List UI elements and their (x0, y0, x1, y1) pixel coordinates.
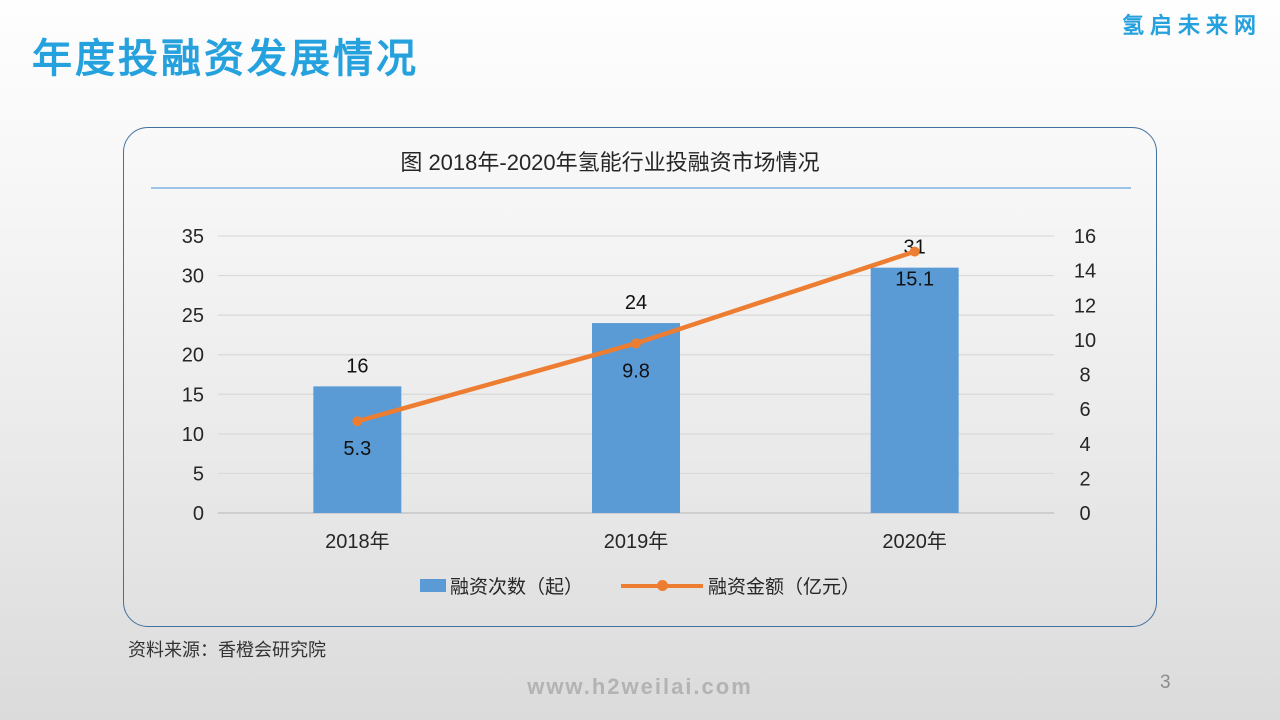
left-axis-tick: 30 (182, 266, 204, 288)
right-axis-tick: 16 (1074, 226, 1096, 248)
right-axis-tick: 0 (1079, 503, 1090, 525)
title-separator (151, 187, 1131, 189)
chart-legend: 融资次数（起） 融资金额（亿元） (124, 572, 1156, 599)
line-series-swatch-icon (621, 579, 703, 591)
site-logo: 氢启未来网 (1121, 13, 1262, 38)
line-marker (631, 338, 641, 349)
right-axis-tick: 12 (1074, 295, 1096, 317)
legend-item-bar-series: 融资次数（起） (419, 572, 583, 599)
line-marker (909, 246, 920, 257)
right-axis-tick: 14 (1074, 261, 1096, 283)
right-axis-tick: 10 (1074, 330, 1096, 352)
line-value-label: 15.1 (895, 269, 934, 291)
right-axis-tick: 8 (1079, 365, 1090, 387)
chart-title: 图 2018年-2020年氢能行业投融资市场情况 (400, 150, 820, 175)
line-marker (352, 416, 363, 427)
combo-chart: 3530252015105016141210864201624315.39.81… (182, 226, 1096, 553)
source-note: 资料来源：香橙会研究院 (128, 640, 326, 660)
left-axis-tick: 10 (182, 424, 204, 446)
bar (313, 386, 402, 513)
legend-item-line-series: 融资金额（亿元） (621, 572, 860, 599)
line-value-label: 5.3 (343, 438, 371, 460)
bar (592, 323, 680, 513)
category-label: 2020年 (882, 530, 947, 553)
right-axis-tick: 2 (1079, 468, 1090, 490)
left-axis-tick: 25 (182, 305, 204, 327)
footer-url: www.h2weilai.com (527, 674, 753, 699)
bar-series-swatch-icon (419, 579, 446, 592)
right-axis-tick: 4 (1079, 434, 1090, 456)
category-label: 2019年 (604, 530, 669, 553)
legend-label-line: 融资金额（亿元） (708, 577, 861, 598)
left-axis-tick: 35 (182, 226, 204, 248)
left-axis-tick: 20 (182, 345, 204, 367)
page-title: 年度投融资发展情况 (32, 37, 419, 81)
page-number: 3 (1160, 672, 1171, 693)
category-label: 2018年 (325, 530, 390, 553)
bar (870, 267, 959, 513)
legend-label-bar: 融资次数（起） (449, 577, 583, 598)
bar-value-label: 16 (346, 355, 368, 377)
chart-card: 图 2018年-2020年氢能行业投融资市场情况 35 30 25 20 15 10 5 0 1… (123, 127, 1157, 627)
left-axis-tick: 5 (193, 463, 204, 485)
right-axis-tick: 6 (1079, 399, 1090, 421)
line-value-label: 9.8 (622, 360, 650, 382)
left-axis-tick: 15 (182, 384, 204, 406)
bar-value-label: 24 (625, 292, 647, 314)
left-axis-tick: 0 (193, 503, 204, 525)
